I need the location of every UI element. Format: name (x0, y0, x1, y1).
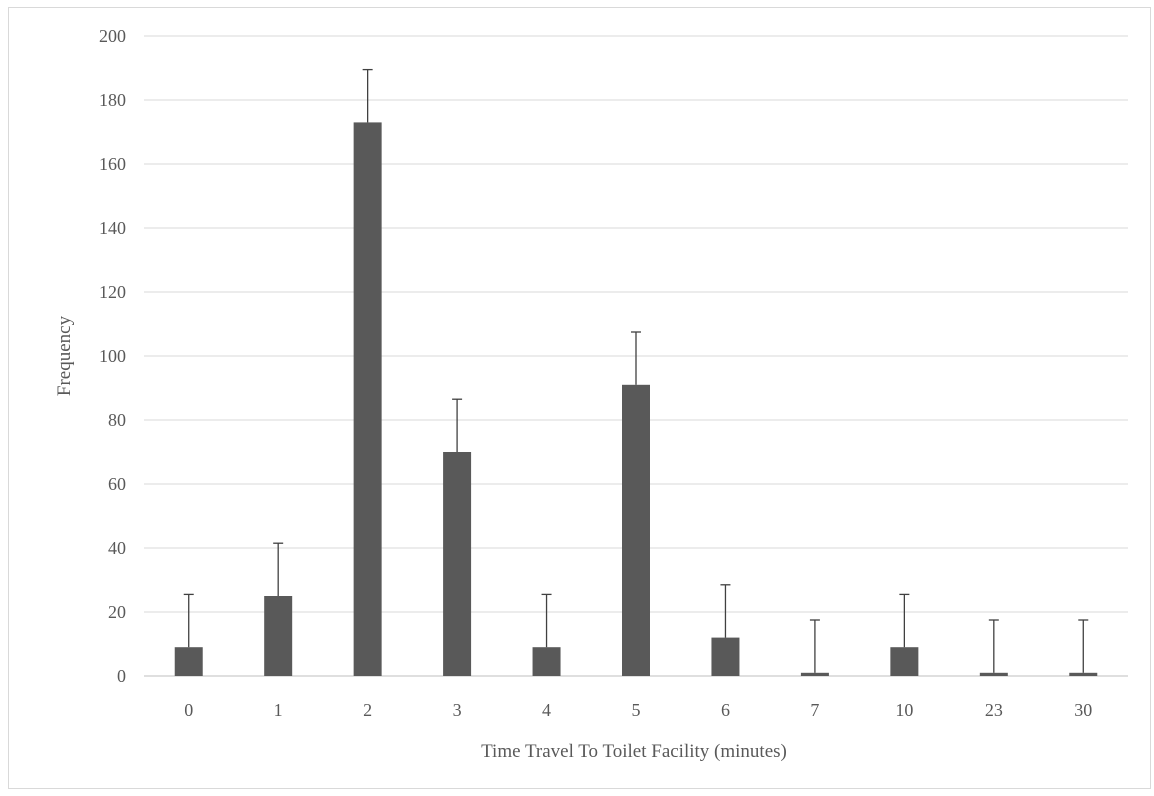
error-bar (809, 619, 820, 673)
y-tick-label: 100 (99, 346, 126, 366)
x-tick-label: 30 (1074, 700, 1092, 720)
x-tick-label: 2 (363, 700, 372, 720)
x-tick-label: 3 (453, 700, 462, 720)
y-tick-labels: 0 20 40 60 80 100 120 140 160 180 200 (99, 26, 126, 686)
bar (1069, 672, 1098, 676)
y-axis-title: Frequency (54, 315, 75, 396)
bar (800, 672, 829, 676)
gridlines (144, 35, 1128, 677)
x-tick-label: 0 (184, 700, 193, 720)
y-tick-label: 60 (108, 474, 126, 494)
error-bars (183, 68, 1089, 673)
error-bar (183, 593, 194, 648)
y-tick-label: 160 (99, 154, 126, 174)
bar (711, 637, 740, 676)
bar (979, 672, 1008, 676)
y-tick-label: 20 (108, 602, 126, 622)
error-bar (452, 398, 463, 452)
y-tick-label: 80 (108, 410, 126, 430)
x-tick-label: 23 (985, 700, 1003, 720)
x-tick-label: 1 (274, 700, 283, 720)
bar (353, 122, 382, 676)
x-tick-labels: 0 1 2 3 4 5 6 7 10 23 30 (184, 700, 1092, 720)
x-tick-label: 5 (632, 700, 641, 720)
bar (443, 452, 472, 676)
x-tick-label: 10 (895, 700, 913, 720)
x-tick-label: 6 (721, 700, 730, 720)
error-bar (988, 619, 999, 673)
error-bar (899, 593, 910, 648)
y-tick-label: 180 (99, 90, 126, 110)
y-tick-label: 0 (117, 666, 126, 686)
bar (622, 384, 650, 676)
y-tick-label: 40 (108, 538, 126, 558)
x-axis-title: Time Travel To Toilet Facility (minutes) (481, 741, 787, 762)
error-bar (720, 584, 731, 638)
bar (264, 596, 293, 676)
error-bar (1078, 619, 1089, 673)
bar (890, 647, 919, 676)
error-bar (541, 593, 552, 648)
error-bar (273, 542, 284, 596)
bar (174, 647, 203, 676)
y-tick-label: 140 (99, 218, 126, 238)
error-bar (631, 331, 641, 385)
bar (532, 647, 561, 676)
x-tick-label: 7 (810, 700, 819, 720)
x-tick-label: 4 (542, 700, 551, 720)
y-tick-label: 200 (99, 26, 126, 46)
y-tick-label: 120 (99, 282, 126, 302)
bars (174, 122, 1098, 676)
error-bar (362, 68, 373, 123)
